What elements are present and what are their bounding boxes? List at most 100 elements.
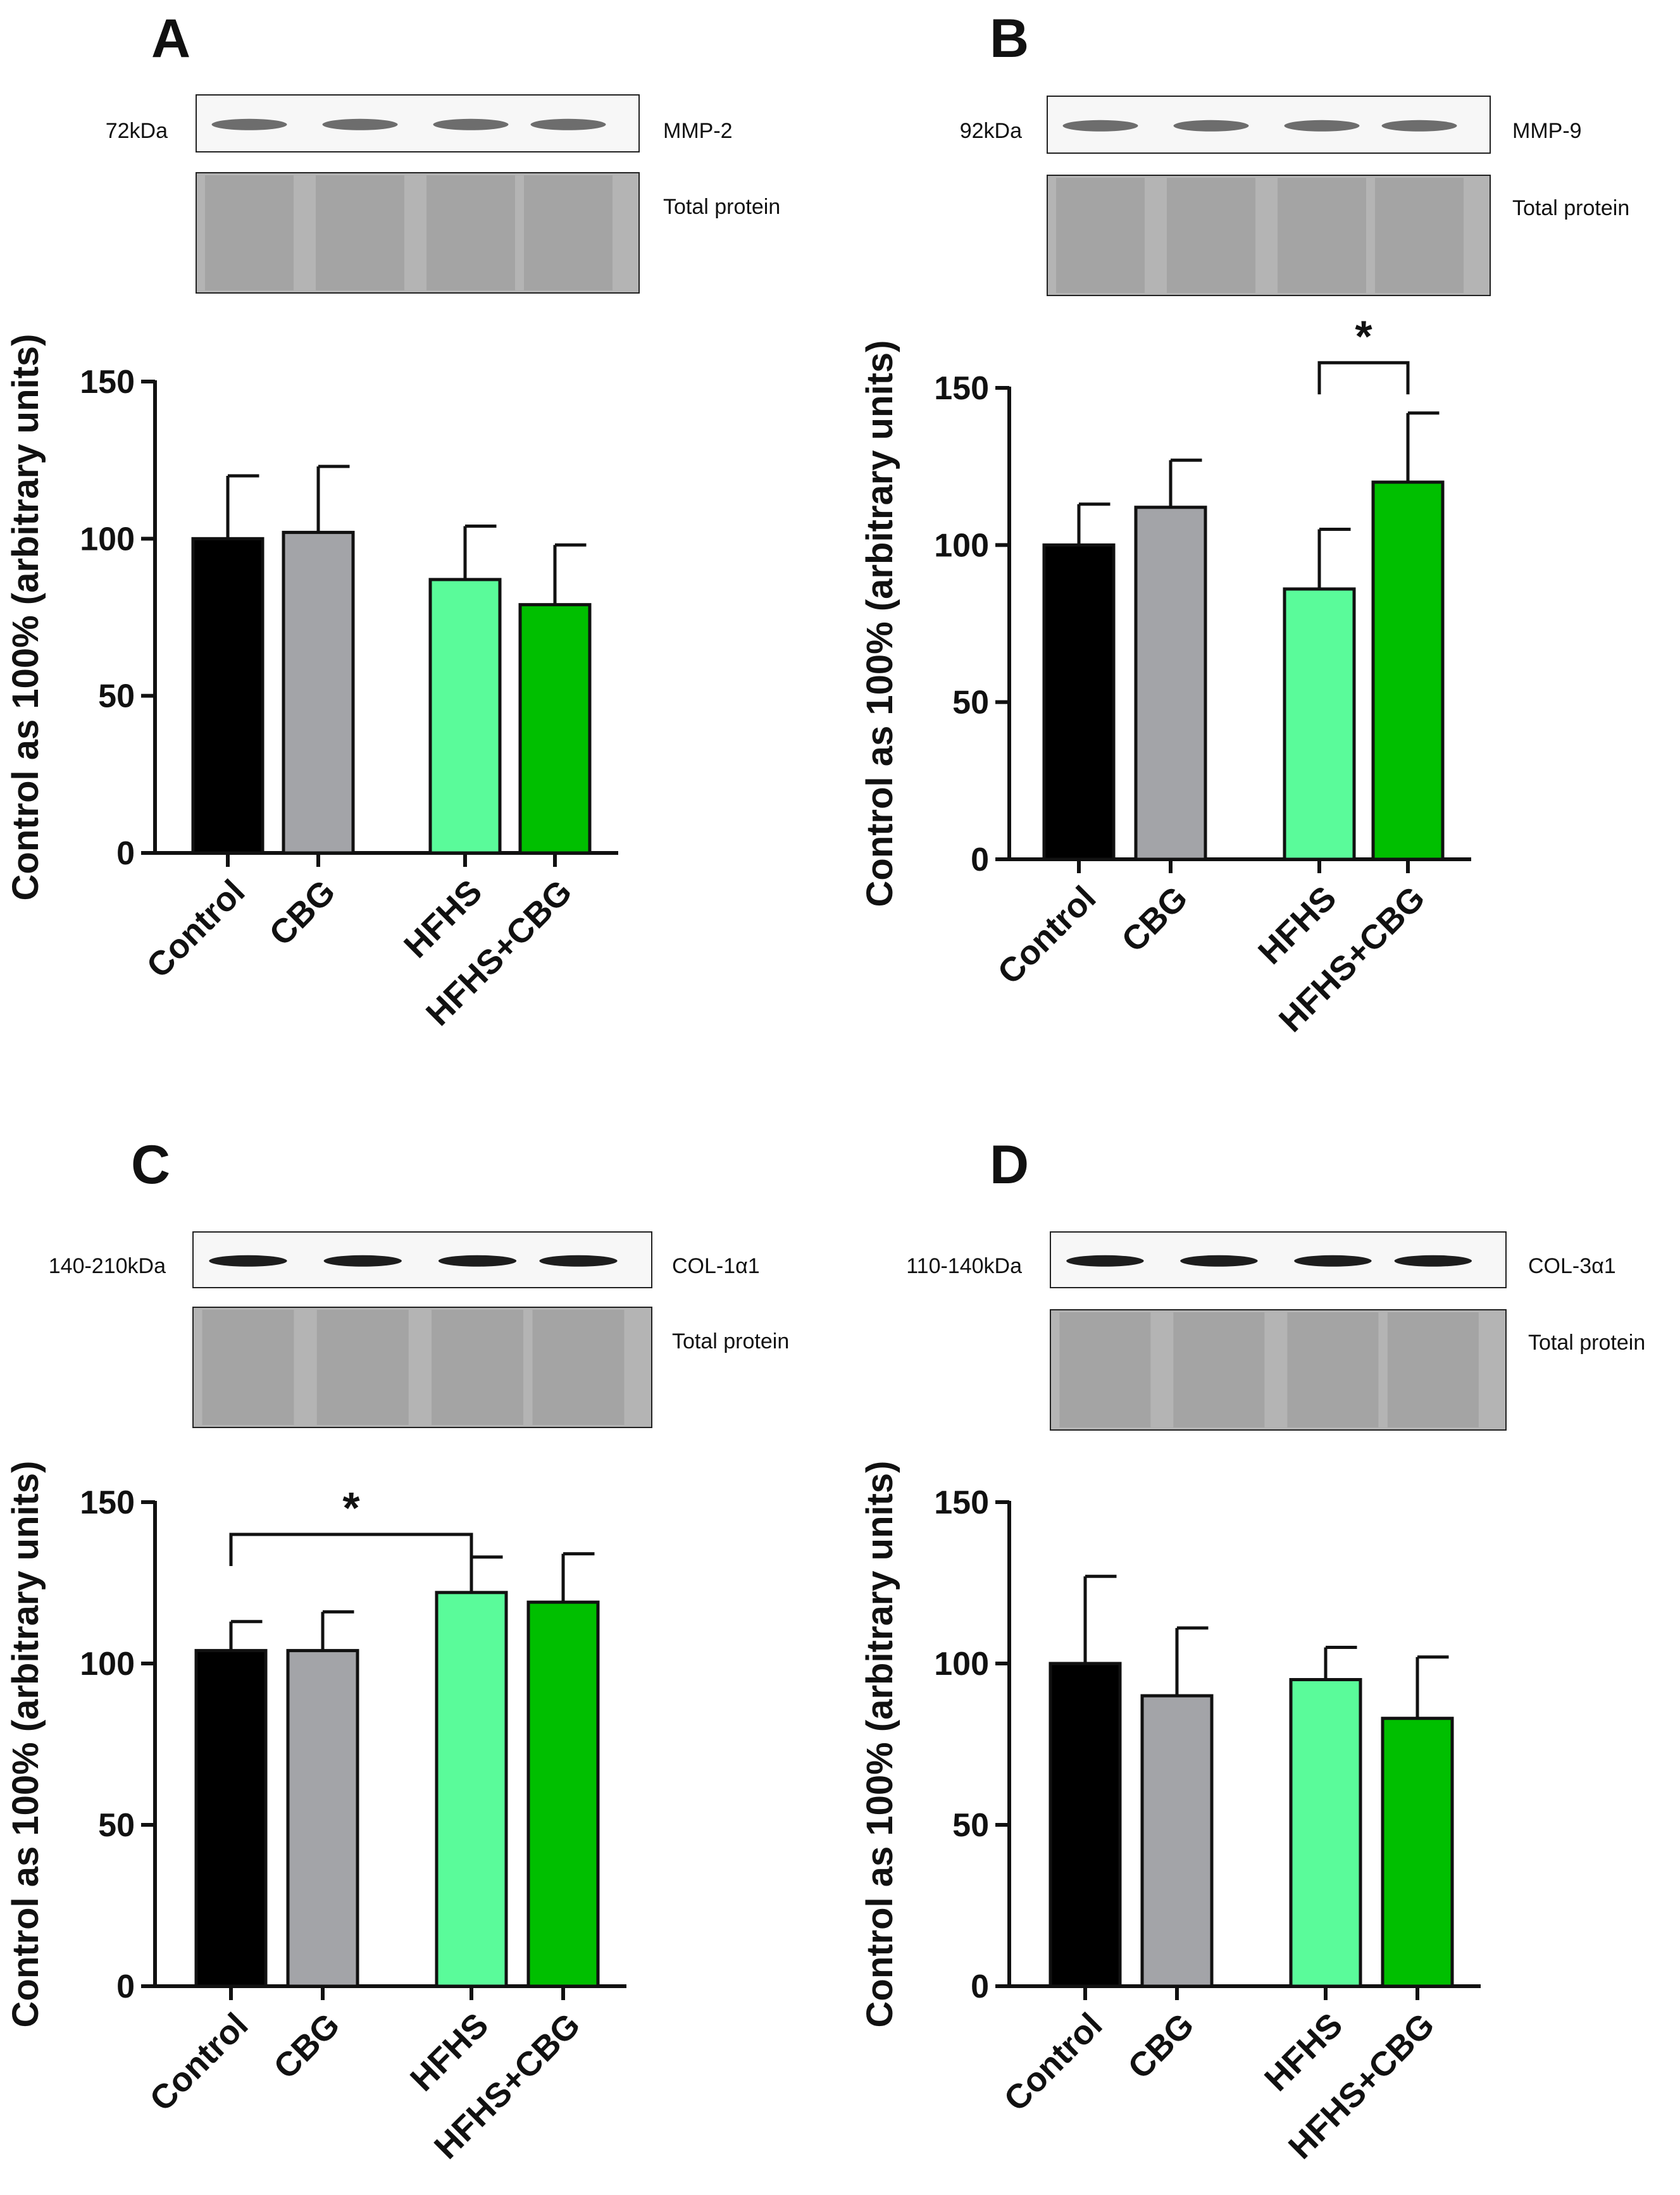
total-protein-lane bbox=[1387, 1312, 1479, 1427]
blot-target-label: COL-1α1 bbox=[672, 1254, 760, 1278]
y-axis-label: Control as 100% (arbitrary units) bbox=[5, 1461, 46, 2028]
y-tick-label: 100 bbox=[80, 521, 135, 557]
y-tick-label: 50 bbox=[98, 1807, 135, 1844]
blot-band bbox=[322, 118, 398, 130]
x-tick-label: Control bbox=[997, 2006, 1109, 2118]
blot-marker-label: 140-210kDa bbox=[49, 1254, 166, 1278]
total-protein-lane bbox=[1167, 178, 1255, 293]
total-protein-lane bbox=[1375, 178, 1464, 293]
blot-target-label: COL-3α1 bbox=[1528, 1254, 1616, 1278]
blot-band bbox=[539, 1255, 618, 1267]
total-protein-lane bbox=[202, 1310, 294, 1425]
blot-band bbox=[1173, 120, 1249, 132]
bar bbox=[282, 530, 355, 855]
total-protein-lane bbox=[426, 175, 515, 290]
bar bbox=[518, 603, 592, 855]
bar bbox=[1371, 480, 1445, 861]
y-tick-label: 50 bbox=[952, 1807, 989, 1844]
blot-band bbox=[1284, 120, 1360, 132]
total-protein-lane bbox=[1056, 178, 1145, 293]
bar bbox=[1140, 1694, 1214, 1988]
blot-loading-label: Total protein bbox=[663, 195, 780, 219]
panel-letter: D bbox=[990, 1135, 1029, 1195]
bar bbox=[286, 1649, 359, 1988]
blot-band bbox=[1062, 120, 1138, 132]
x-tick-label: CBG bbox=[262, 873, 342, 953]
y-tick-label: 0 bbox=[116, 1968, 135, 2005]
x-tick-label: CBG bbox=[1121, 2006, 1201, 2086]
x-tick-label: CBG bbox=[266, 2006, 347, 2086]
blot-band bbox=[530, 118, 606, 130]
blot-target-label: MMP-9 bbox=[1512, 119, 1582, 143]
blot-band bbox=[211, 118, 287, 130]
blot-loading-label: Total protein bbox=[1528, 1331, 1645, 1355]
y-tick-label: 100 bbox=[934, 527, 989, 564]
bar bbox=[1042, 543, 1116, 861]
panel-b: B 92kDa MMP-9 Total protein 0 50 100 150 Control… bbox=[859, 8, 1629, 1040]
bar bbox=[428, 578, 502, 855]
blot-band bbox=[1394, 1255, 1472, 1267]
blot-loading-label: Total protein bbox=[672, 1329, 789, 1353]
bar bbox=[435, 1591, 508, 1988]
total-protein-lane bbox=[532, 1310, 625, 1425]
x-tick-label: Control bbox=[990, 879, 1103, 992]
blot-band bbox=[323, 1255, 402, 1267]
blot-band bbox=[438, 1255, 517, 1267]
significance-label: * bbox=[342, 1483, 360, 1533]
blot-target-label: MMP-2 bbox=[663, 119, 733, 143]
blot-band bbox=[1381, 120, 1457, 132]
y-tick-label: 100 bbox=[934, 1646, 989, 1682]
total-protein-lane bbox=[316, 1310, 409, 1425]
significance-bracket bbox=[229, 1533, 473, 1566]
y-axis-label: Control as 100% (arbitrary units) bbox=[859, 340, 900, 907]
bar bbox=[1381, 1717, 1454, 1988]
significance-bracket bbox=[1317, 361, 1410, 395]
panel-d: D 110-140kDa COL-3α1 Total protein 0 50 100 150… bbox=[859, 1135, 1645, 2167]
x-tick-label: Control bbox=[139, 873, 252, 985]
y-tick-label: 150 bbox=[934, 370, 989, 407]
total-protein-lane bbox=[524, 175, 613, 290]
significance-label: * bbox=[1355, 311, 1372, 361]
panel-letter: B bbox=[990, 8, 1029, 69]
y-axis-label: Control as 100% (arbitrary units) bbox=[5, 334, 46, 901]
bar bbox=[1134, 506, 1207, 861]
y-tick-label: 0 bbox=[971, 842, 989, 878]
blot-marker-label: 110-140kDa bbox=[906, 1254, 1022, 1278]
y-tick-label: 0 bbox=[116, 835, 135, 872]
total-protein-lane bbox=[432, 1310, 523, 1425]
total-protein-lane bbox=[1278, 178, 1366, 293]
panel-a: A 72kDa MMP-2 Total protein 0 50 100 150 Control… bbox=[5, 8, 780, 1033]
x-tick-label: CBG bbox=[1114, 879, 1195, 959]
y-tick-label: 50 bbox=[98, 678, 135, 715]
y-tick-label: 0 bbox=[971, 1968, 989, 2005]
bar bbox=[191, 537, 264, 855]
y-tick-label: 150 bbox=[80, 364, 135, 401]
total-protein-lane bbox=[1173, 1312, 1265, 1427]
total-protein-lane bbox=[1059, 1312, 1151, 1427]
x-tick-label: Control bbox=[142, 2006, 255, 2118]
y-tick-label: 150 bbox=[80, 1484, 135, 1521]
bar bbox=[1048, 1662, 1122, 1988]
y-tick-label: 100 bbox=[80, 1646, 135, 1682]
panel-c: C 140-210kDa COL-1α1 Total protein 0 50 100 150… bbox=[5, 1135, 789, 2167]
bar bbox=[194, 1649, 268, 1988]
y-axis-label: Control as 100% (arbitrary units) bbox=[859, 1461, 900, 2028]
blot-band bbox=[1180, 1255, 1258, 1267]
blot-band bbox=[433, 118, 509, 130]
blot-loading-label: Total protein bbox=[1512, 196, 1629, 220]
panel-letter: A bbox=[151, 8, 190, 69]
blot-band bbox=[1294, 1255, 1372, 1267]
bar bbox=[1289, 1678, 1362, 1988]
bar bbox=[1283, 587, 1356, 861]
blot-band bbox=[209, 1255, 287, 1267]
y-tick-label: 150 bbox=[934, 1484, 989, 1521]
blot-marker-label: 92kDa bbox=[960, 119, 1022, 143]
blot-marker-label: 72kDa bbox=[106, 119, 168, 143]
total-protein-lane bbox=[316, 175, 404, 290]
total-protein-lane bbox=[1287, 1312, 1379, 1427]
total-protein-lane bbox=[205, 175, 294, 290]
y-tick-label: 50 bbox=[952, 685, 989, 721]
bar bbox=[526, 1600, 600, 1988]
blot-band bbox=[1066, 1255, 1144, 1267]
